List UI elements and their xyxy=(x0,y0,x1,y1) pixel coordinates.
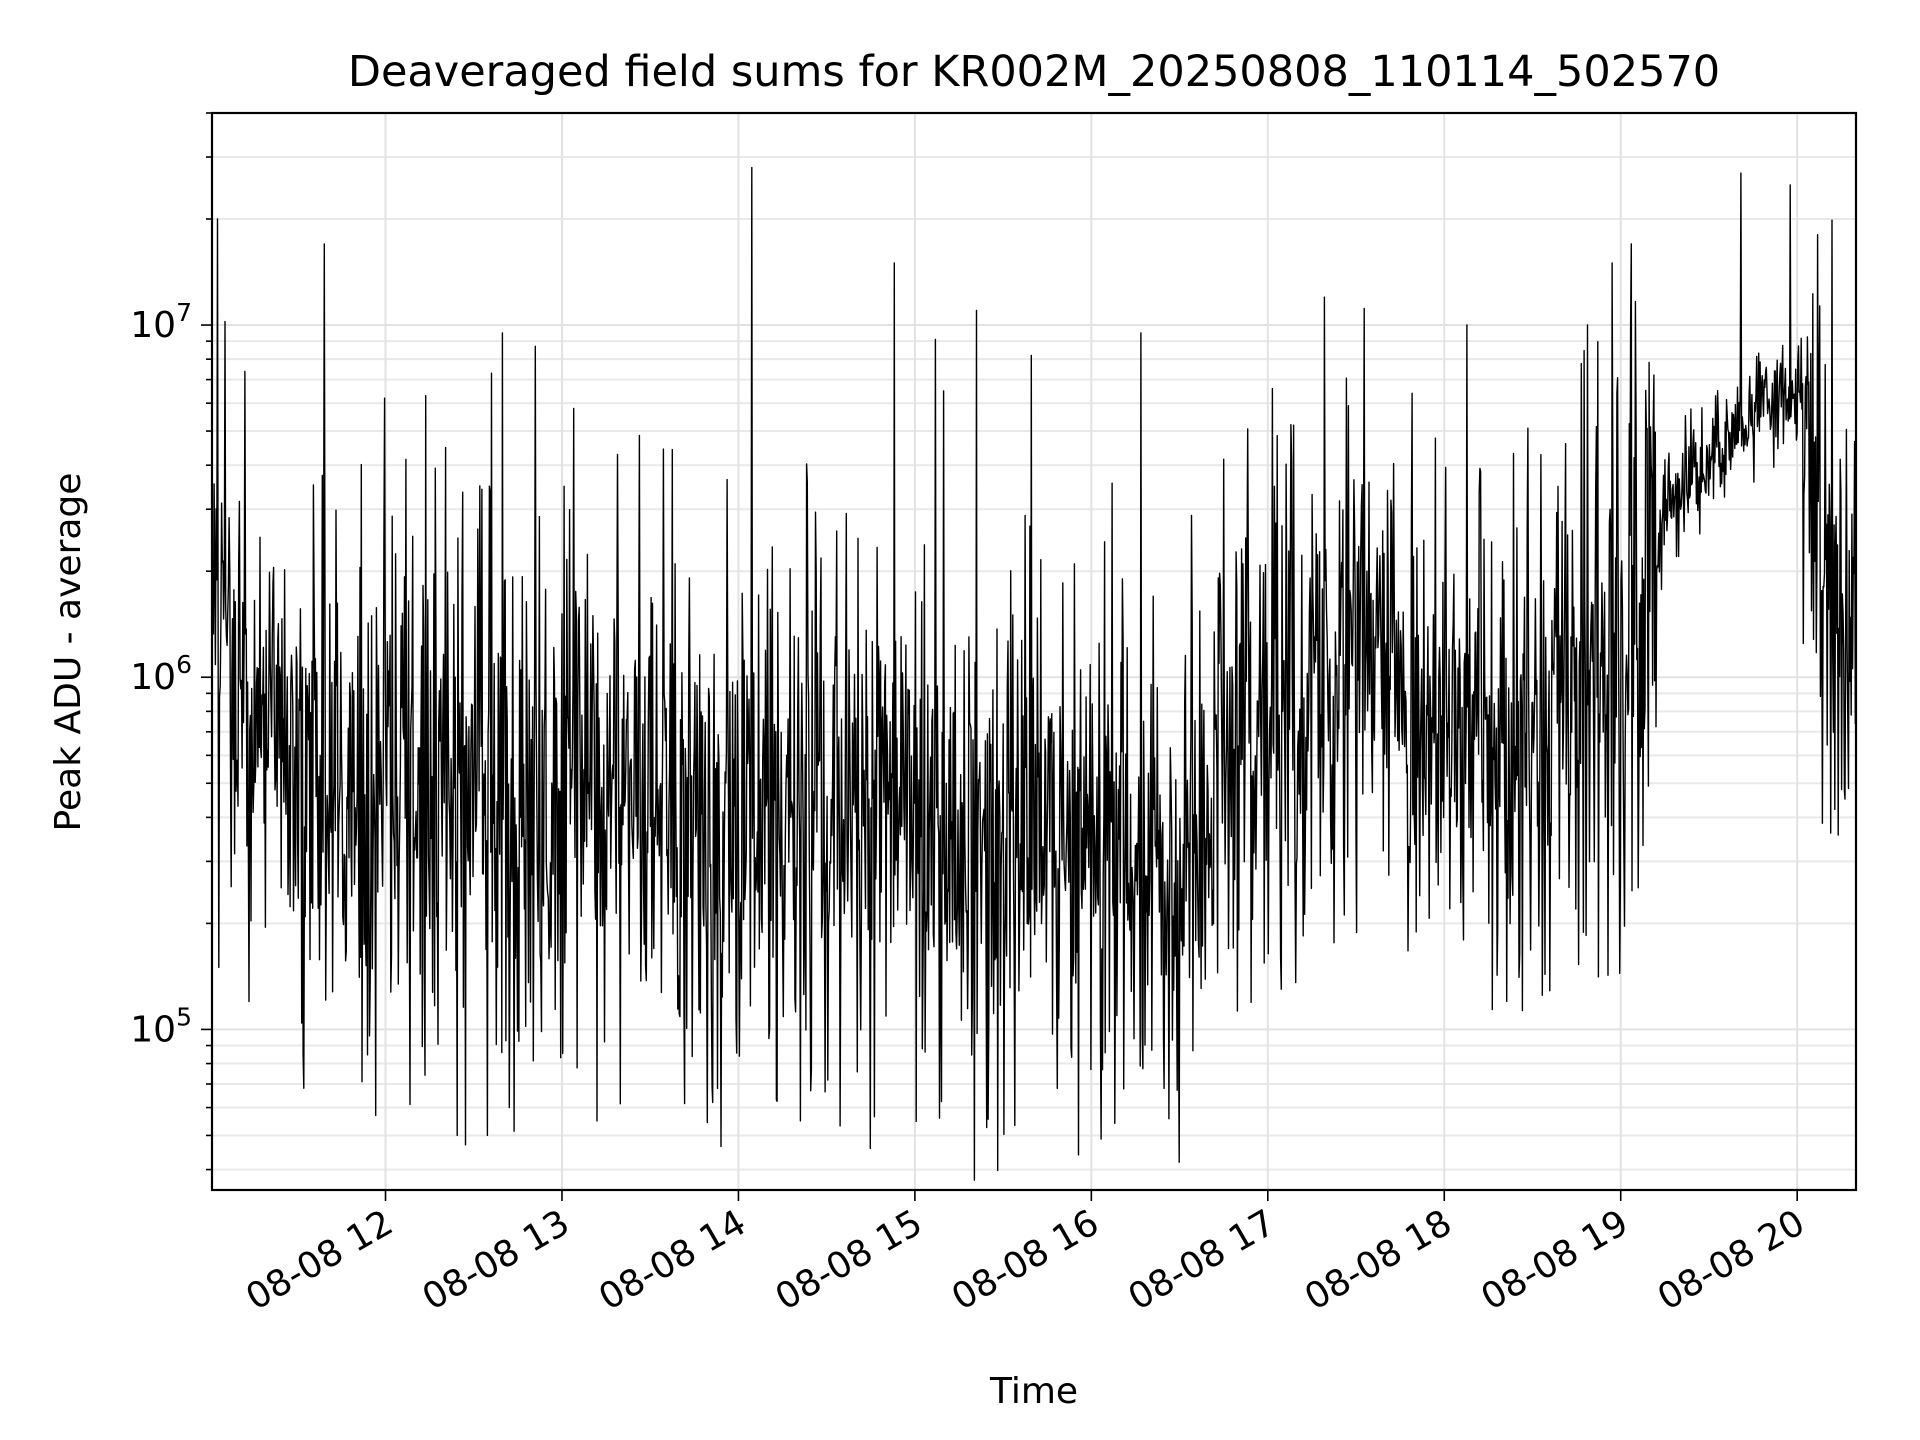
y-tick-base: 10 xyxy=(130,1009,176,1050)
series-line xyxy=(212,166,1856,1181)
y-tick-label: 107 xyxy=(130,298,192,346)
y-tick-base: 10 xyxy=(130,657,176,698)
x-axis-label: Time xyxy=(989,1371,1078,1412)
y-tick-exponent: 6 xyxy=(176,650,192,679)
y-tick-exponent: 7 xyxy=(176,298,192,327)
y-tick-exponent: 5 xyxy=(176,1002,192,1031)
series-layer xyxy=(212,166,1856,1181)
y-axis-label: Peak ADU - average xyxy=(48,473,89,832)
y-tick-base: 10 xyxy=(130,305,176,346)
chart-title: Deaveraged field sums for KR002M_2025080… xyxy=(348,47,1720,97)
y-tick-label: 105 xyxy=(130,1002,192,1050)
plot-frame xyxy=(210,111,1858,1192)
y-tick-label: 106 xyxy=(130,650,192,698)
